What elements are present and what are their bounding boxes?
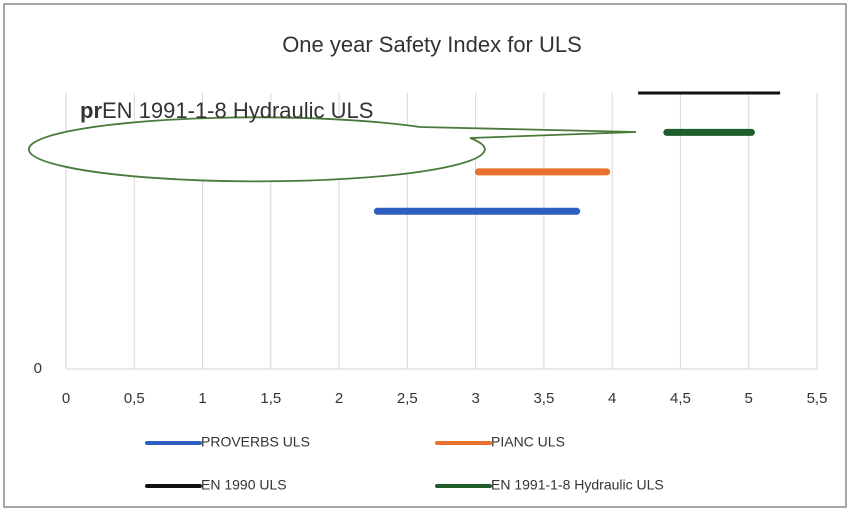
x-tick-label: 4: [608, 390, 616, 407]
x-tick-label: 2: [335, 390, 343, 407]
x-tick-label: 0,5: [124, 390, 145, 407]
x-tick-label: 3,5: [533, 390, 554, 407]
x-tick-label: 2,5: [397, 390, 418, 407]
x-tick-label: 1,5: [260, 390, 281, 407]
x-tick-label: 3: [471, 390, 479, 407]
legend-label: PROVERBS ULS: [201, 434, 310, 450]
legend-label: EN 1990 ULS: [201, 477, 287, 493]
y-tick-label: 0: [34, 360, 42, 377]
callout-joint: [439, 132, 471, 139]
callout: [27, 116, 637, 183]
x-tick-label: 1: [198, 390, 206, 407]
annotation-text: EN 1991-1-8 Hydraulic ULS: [102, 98, 373, 123]
x-tick-label: 5: [745, 390, 753, 407]
annotation-bold: pr: [80, 98, 102, 123]
chart-frame: [3, 3, 847, 508]
x-tick-label: 5,5: [807, 390, 828, 407]
plot-area: 0 0,5 1 1,5 2 2,5 3 3,5 4 4,5 5 5,5 0: [34, 91, 828, 407]
legend-label: EN 1991-1-8 Hydraulic ULS: [491, 477, 664, 493]
chart-title: One year Safety Index for ULS: [282, 32, 582, 57]
x-tick-label: 4,5: [670, 390, 691, 407]
annotation: prEN 1991-1-8 Hydraulic ULS: [80, 98, 373, 123]
legend-label: PIANC ULS: [491, 434, 565, 450]
x-tick-label: 0: [62, 390, 70, 407]
